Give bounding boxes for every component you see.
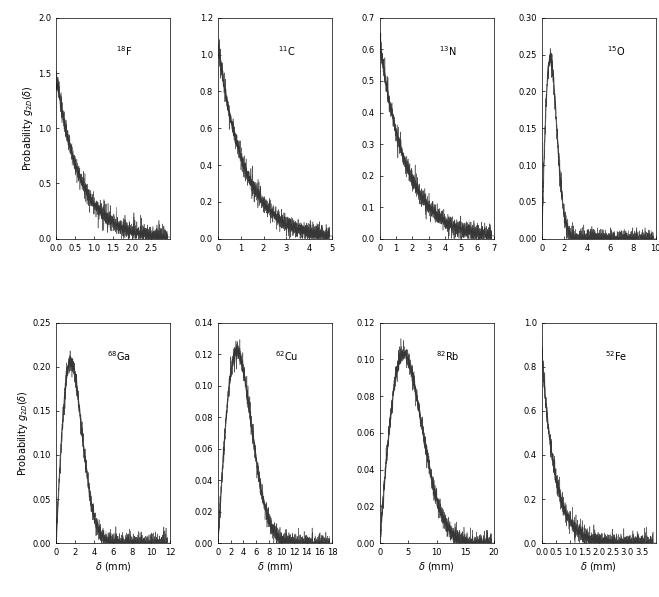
X-axis label: $\delta$ (mm): $\delta$ (mm) [95,560,131,573]
X-axis label: $\delta$ (mm): $\delta$ (mm) [581,560,617,573]
Text: $^{62}$Cu: $^{62}$Cu [275,349,298,362]
X-axis label: $\delta$ (mm): $\delta$ (mm) [256,560,293,573]
Text: $^{18}$F: $^{18}$F [117,44,132,58]
Text: $^{15}$O: $^{15}$O [607,44,625,58]
Text: $^{13}$N: $^{13}$N [440,44,457,58]
Text: $^{82}$Rb: $^{82}$Rb [436,349,460,362]
Text: $^{11}$C: $^{11}$C [277,44,295,58]
X-axis label: $\delta$ (mm): $\delta$ (mm) [418,560,455,573]
Text: $^{68}$Ga: $^{68}$Ga [107,349,130,362]
Text: $^{52}$Fe: $^{52}$Fe [605,349,627,362]
Y-axis label: Probability $g_{2D}(\delta)$: Probability $g_{2D}(\delta)$ [21,85,35,171]
Y-axis label: Probability $g_{2D}(\delta)$: Probability $g_{2D}(\delta)$ [16,390,30,476]
